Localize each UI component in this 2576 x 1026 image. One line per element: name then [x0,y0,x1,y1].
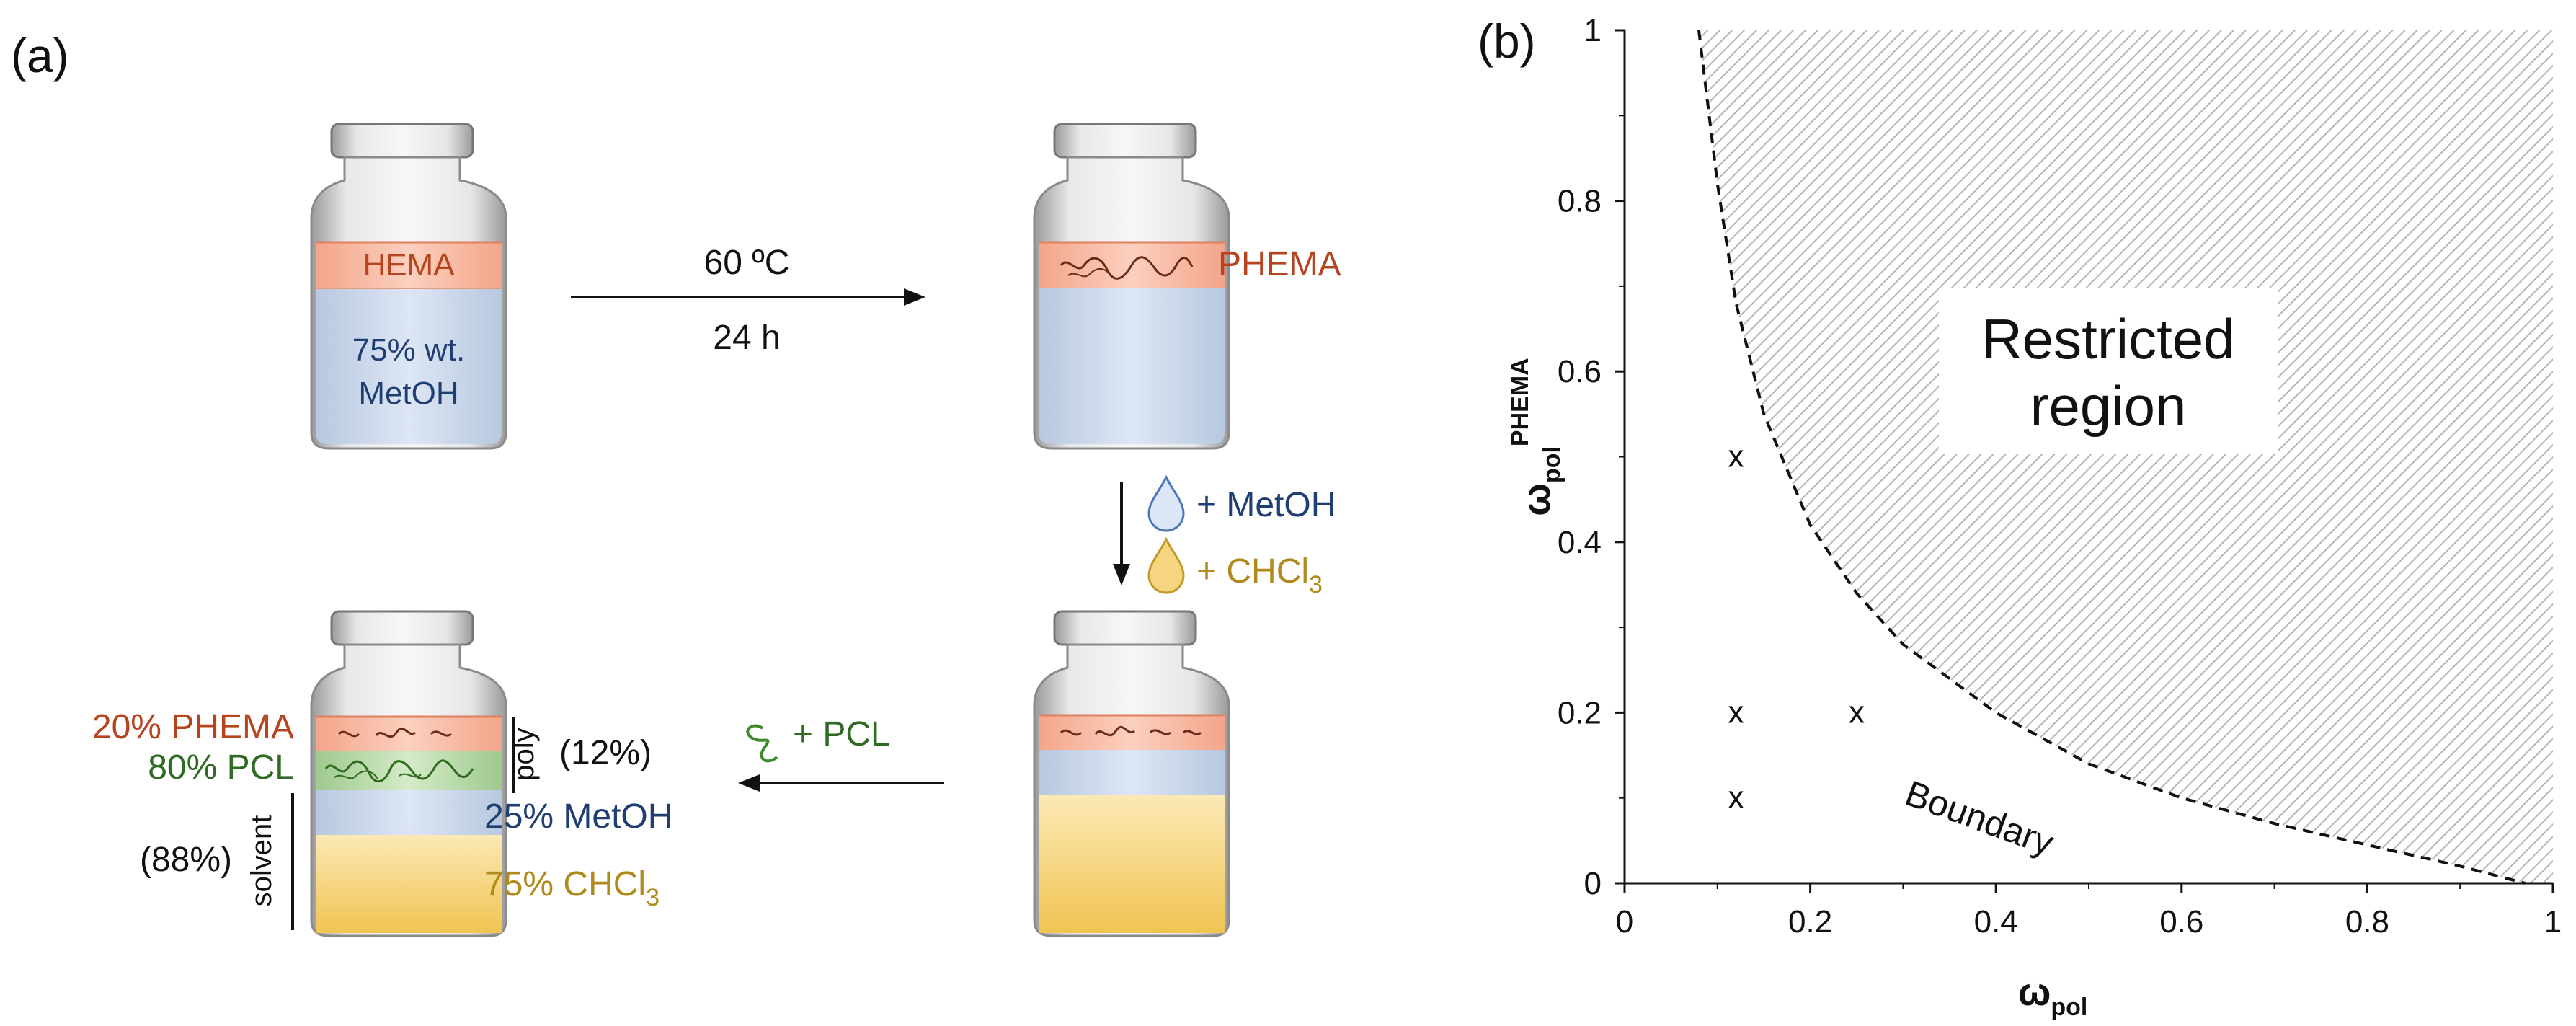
data-point: x [1728,694,1744,730]
x-axis-label: ωpol [2018,970,2088,1021]
x-tick-label: 1 [2544,904,2562,939]
data-point: x [1849,694,1865,730]
methanol-fraction-label: 25% MetOH [484,797,672,836]
x-tick-label: 0.8 [2345,904,2389,939]
vial-hema [310,123,507,450]
ticks: 0 0.2 0.4 0.6 0.8 1 0 0.2 0.4 0.6 0.8 1 [1558,13,2562,939]
vial-mixed [1033,610,1230,937]
panel-b-label: (b) [1478,14,1536,68]
phase-diagram: Restricted region Boundary 0 0.2 0.4 0.6 0.8… [1506,13,2562,1021]
addition-arrow-left [738,774,944,792]
x-tick-label: 0 [1616,904,1633,939]
restricted-region-label-line2: region [2030,374,2187,438]
hema-label: HEMA [363,247,455,283]
methanol-drop-icon [1147,474,1185,532]
vial-final [310,610,507,937]
solvent-name-label: MetOH [358,376,458,411]
temperature-label: 60 ºC [704,244,790,282]
add-pcl-label: + PCL [793,715,890,753]
vial-phema [1033,123,1230,450]
y-tick-label: 0.4 [1558,525,1602,560]
solvent-label: solvent [246,815,277,907]
boundary-label: Boundary [1900,773,2058,864]
chloroform-drop-icon [1147,536,1185,594]
phema-fraction-label: 20% PHEMA [92,708,294,746]
x-tick-label: 0.2 [1788,904,1832,939]
solvent-percent-fraction-label: (88%) [140,841,232,879]
add-methanol-label: + MetOH [1196,486,1336,524]
poly-percent-label: (12%) [559,734,652,772]
y-tick-label: 0 [1584,866,1602,901]
restricted-region-label-background [1939,288,2278,454]
y-tick-label: 0.8 [1558,184,1602,219]
boundary-curve [1697,30,2526,885]
x-tick-label: 0.6 [2159,904,2203,939]
reaction-arrow [571,288,925,306]
y-tick-label: 0.6 [1558,354,1602,389]
phema-label: PHEMA [1218,245,1341,283]
time-label: 24 h [713,319,780,357]
y-axis-label: ωpolPHEMA [1506,358,1565,516]
solvent-percent-label: 75% wt. [352,332,466,368]
pcl-fraction-label: 80% PCL [148,748,294,787]
panel-a-label: (a) [11,29,69,82]
restricted-region-label-line1: Restricted [1981,307,2234,371]
y-tick-label: 0.2 [1558,695,1602,730]
pcl-polymer-icon [746,724,778,763]
poly-label: poly [508,728,540,780]
data-point: x [1728,439,1744,474]
data-points: x x x x [1728,439,1865,815]
y-tick-label: 1 [1584,13,1602,48]
data-point: x [1728,780,1744,815]
chloroform-fraction-label: 75% CHCl3 [484,865,659,911]
x-tick-label: 0.4 [1974,904,2018,939]
restricted-region [1699,30,2553,883]
add-chloroform-label: + CHCl3 [1196,552,1323,598]
addition-arrow-down [1113,482,1130,585]
